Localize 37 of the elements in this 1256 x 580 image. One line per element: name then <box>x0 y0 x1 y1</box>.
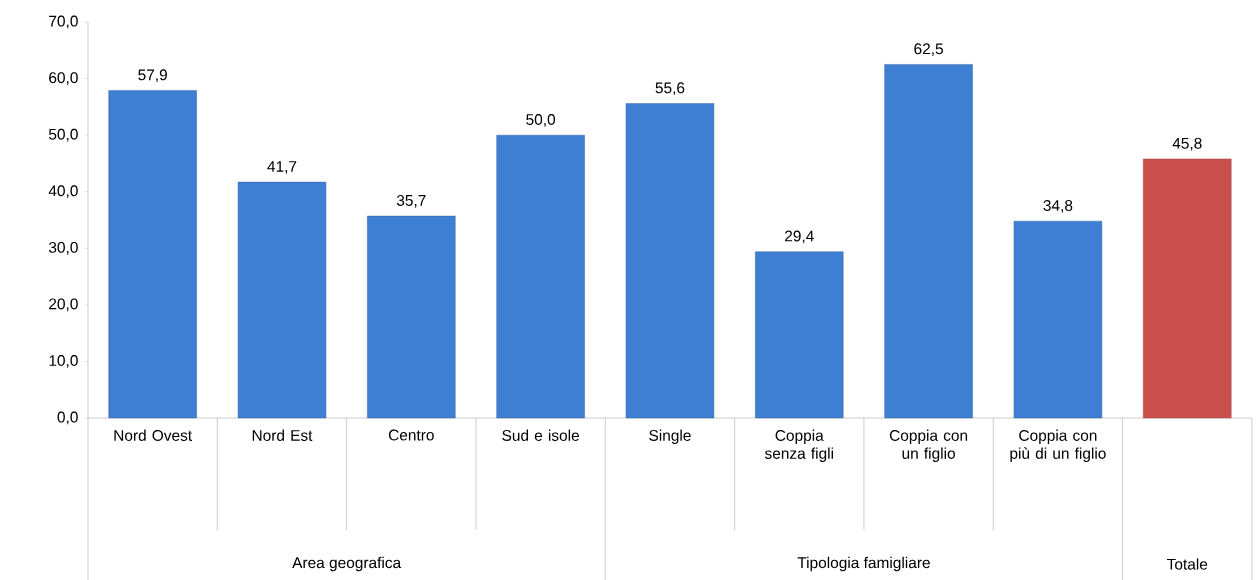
y-tick-label: 0,0 <box>57 411 78 425</box>
bar <box>755 251 844 419</box>
data-label: 50,0 <box>526 114 556 127</box>
data-label: 62,5 <box>914 43 943 57</box>
text: Tipologia famigliare <box>797 556 930 572</box>
text: Totale <box>1166 558 1208 570</box>
data-label: 29,4 <box>785 230 814 244</box>
data-label: 57,9 <box>138 69 167 83</box>
bar <box>496 134 585 419</box>
y-tick-label: 60,0 <box>49 72 78 85</box>
x-tick-label: Coppia senza figli <box>764 429 833 462</box>
y-tick-label: 10,0 <box>49 355 78 368</box>
x-tick-label: Sud e isole <box>502 429 579 441</box>
data-label: 35,7 <box>396 194 426 208</box>
data-label: 45,8 <box>1172 137 1202 151</box>
y-tick-label: 70,0 <box>49 15 78 29</box>
bar <box>367 215 456 419</box>
y-tick-label: 50,0 <box>48 128 78 142</box>
y-tick-label: 20,0 <box>49 298 78 312</box>
bar <box>108 90 197 419</box>
bar <box>237 181 327 419</box>
bar <box>1013 220 1103 419</box>
data-label: 41,7 <box>267 161 297 174</box>
x-tick-label: Nord Ovest <box>114 429 193 441</box>
data-label: 34,8 <box>1043 200 1073 213</box>
data-label: 55,6 <box>655 82 685 96</box>
bar <box>625 103 715 419</box>
x-tick-label: Centro <box>388 429 434 441</box>
text: Area geografica <box>292 556 402 572</box>
x-tick-label: Single <box>649 429 691 444</box>
y-tick-label: 30,0 <box>48 241 78 255</box>
bar <box>884 64 973 419</box>
x-tick-label: Nord Est <box>252 429 313 441</box>
y-tick-label: 40,0 <box>48 185 78 199</box>
bar <box>1143 158 1232 419</box>
x-tick-label: Coppia con più di un figlio <box>1010 429 1106 462</box>
x-tick-label: Coppia con un figlio <box>889 429 968 462</box>
